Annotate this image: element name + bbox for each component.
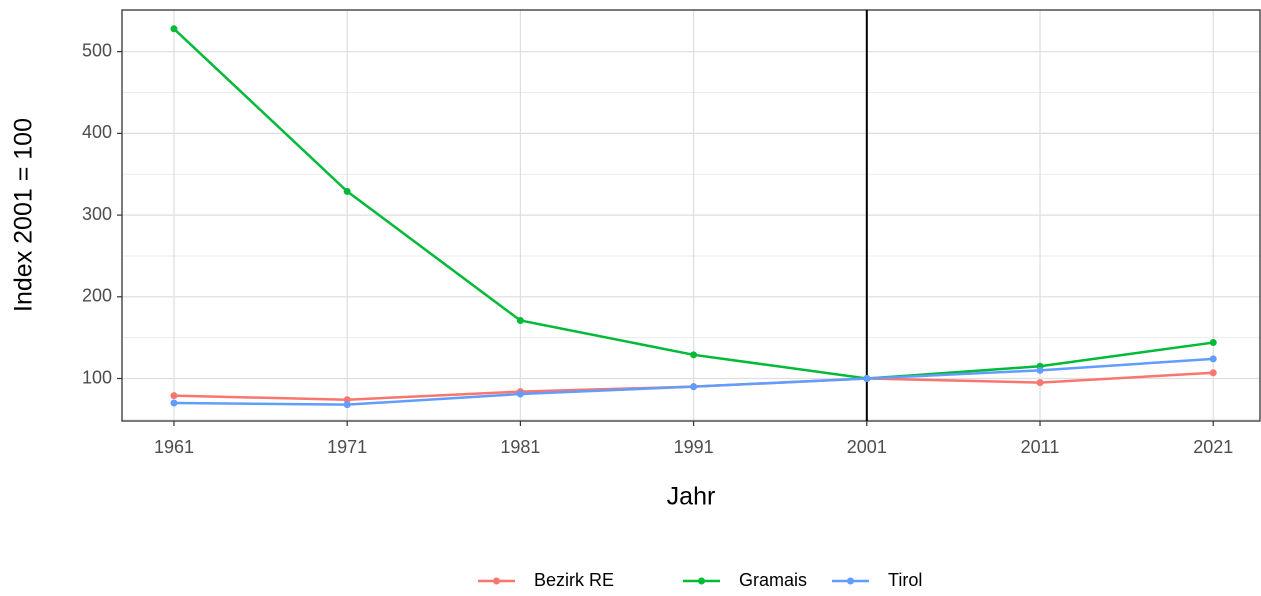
data-point xyxy=(1209,369,1217,377)
y-axis-title: Index 2001 = 100 xyxy=(10,118,38,312)
panel-border xyxy=(121,9,1261,422)
y-tick-label: 100 xyxy=(82,367,112,387)
x-tick-label: 1991 xyxy=(674,437,714,457)
x-axis-title: Jahr xyxy=(667,483,716,511)
x-tick-label: 2021 xyxy=(1193,437,1233,457)
data-point xyxy=(690,383,698,391)
data-point xyxy=(170,392,178,400)
data-point xyxy=(1209,339,1217,347)
y-tick-label: 300 xyxy=(82,204,112,224)
x-tick-label: 2001 xyxy=(847,437,887,457)
data-point xyxy=(343,187,351,195)
data-point xyxy=(690,351,698,359)
legend-label: Tirol xyxy=(888,570,922,590)
data-point xyxy=(343,396,351,404)
x-tick-label: 1981 xyxy=(500,437,540,457)
data-point xyxy=(1036,366,1044,374)
data-point xyxy=(170,25,178,33)
data-point xyxy=(516,316,524,324)
data-point xyxy=(1036,379,1044,387)
y-tick-label: 400 xyxy=(82,122,112,142)
x-tick-label: 1961 xyxy=(154,437,194,457)
data-point xyxy=(516,390,524,398)
x-tick-label: 2011 xyxy=(1021,437,1060,457)
data-point xyxy=(343,401,351,409)
data-point xyxy=(863,375,871,383)
legend-point xyxy=(698,577,705,585)
legend-label: Bezirk RE xyxy=(534,570,614,590)
data-point xyxy=(1209,355,1217,363)
legend-label: Gramais xyxy=(739,570,807,590)
y-tick-label: 500 xyxy=(82,40,112,60)
legend-point xyxy=(493,577,500,585)
y-tick-label: 200 xyxy=(82,286,112,306)
x-tick-label: 1971 xyxy=(327,437,367,457)
legend-point xyxy=(847,577,854,585)
data-point xyxy=(170,399,178,407)
